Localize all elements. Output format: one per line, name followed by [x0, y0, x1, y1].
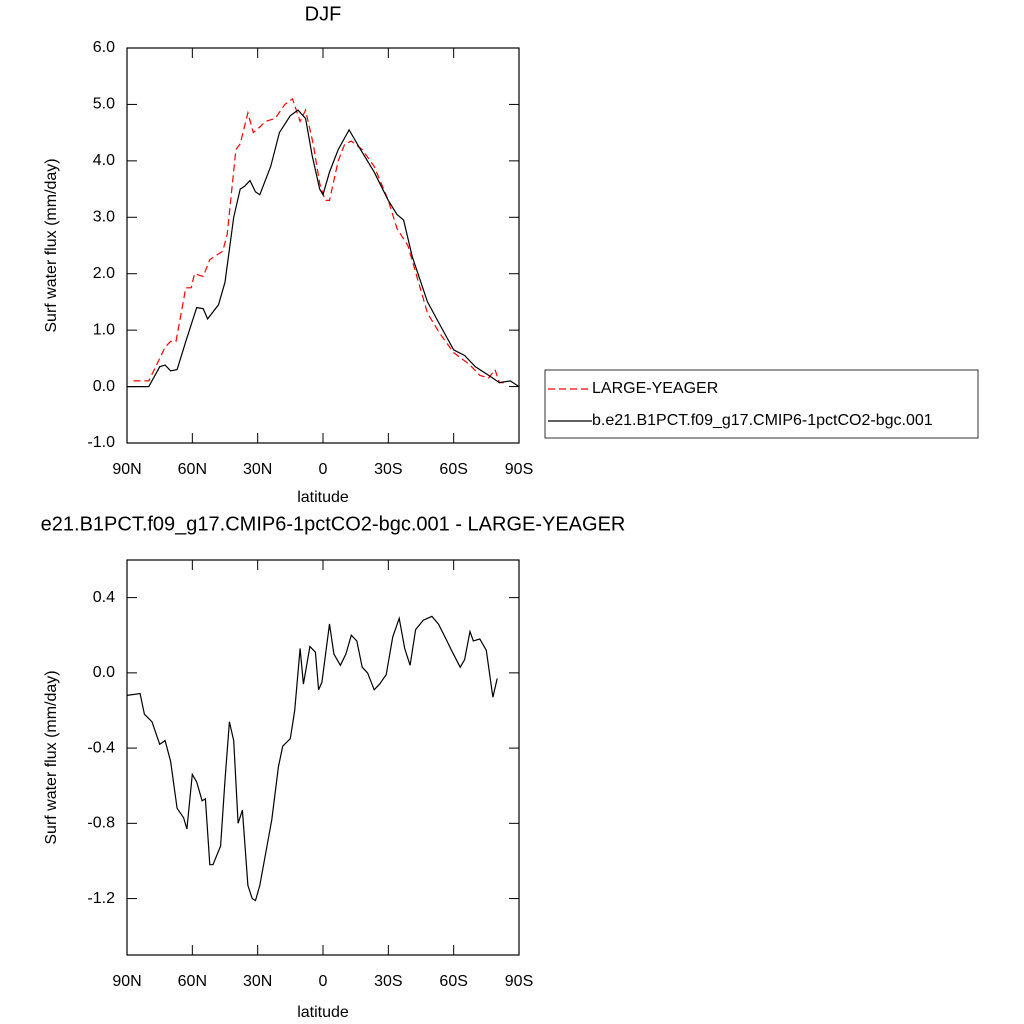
y-tick-label: 3.0 — [93, 209, 115, 226]
legend-label: LARGE-YEAGER — [592, 380, 718, 397]
y-tick-label: -1.0 — [87, 434, 115, 451]
x-tick-label: 30N — [243, 973, 272, 990]
plot-frame — [126, 559, 520, 956]
legend-box — [544, 369, 979, 439]
legend-label: b.e21.B1PCT.f09_g17.CMIP6-1pctCO2-bgc.00… — [592, 412, 933, 429]
y-tick-label: 0.0 — [93, 664, 115, 681]
y-tick-label: 0.4 — [93, 589, 115, 606]
y-tick-label: -0.4 — [87, 739, 115, 756]
x-tick-label: 0 — [319, 461, 328, 478]
x-tick-label: 30S — [374, 461, 402, 478]
x-tick-label: 60S — [439, 461, 467, 478]
y-tick-label: 2.0 — [93, 265, 115, 282]
y-tick-label: 0.0 — [93, 378, 115, 395]
x-tick-label: 60S — [439, 973, 467, 990]
y-tick-label: 6.0 — [93, 39, 115, 56]
x-tick-label: 90S — [505, 973, 533, 990]
y-axis-label: Surf water flux (mm/day) — [43, 158, 60, 332]
x-tick-label: 30N — [243, 461, 272, 478]
data-line — [126, 615, 498, 902]
x-tick-label: 30S — [374, 973, 402, 990]
y-tick-label: 4.0 — [93, 152, 115, 169]
x-tick-label: 90N — [112, 461, 141, 478]
y-axis-label: Surf water flux (mm/day) — [43, 670, 60, 844]
plot-frame — [126, 47, 520, 444]
x-tick-label: 60N — [178, 973, 207, 990]
y-tick-label: 5.0 — [93, 96, 115, 113]
y-tick-label: 1.0 — [93, 321, 115, 338]
data-line — [133, 97, 504, 384]
x-tick-label: 60N — [178, 461, 207, 478]
x-tick-label: 0 — [319, 973, 328, 990]
chart-title: e21.B1PCT.f09_g17.CMIP6-1pctCO2-bgc.001 … — [41, 513, 626, 535]
x-tick-label: 90S — [505, 461, 533, 478]
x-axis-label: latitude — [297, 1004, 349, 1021]
chart-title: DJF — [305, 3, 342, 25]
data-line — [127, 109, 520, 388]
y-tick-label: -1.2 — [87, 890, 115, 907]
legend: LARGE-YEAGER b.e21.B1PCT.f09_g17.CMIP6-1p… — [544, 369, 979, 439]
y-tick-label: -0.8 — [87, 815, 115, 832]
x-tick-label: 90N — [112, 973, 141, 990]
x-axis-label: latitude — [297, 489, 349, 506]
